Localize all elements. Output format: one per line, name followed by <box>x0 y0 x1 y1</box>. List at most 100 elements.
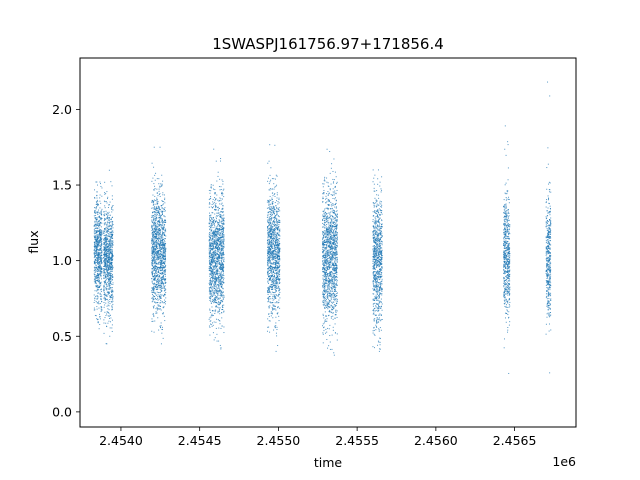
data-point <box>215 198 217 200</box>
data-point <box>212 256 214 258</box>
data-point <box>154 240 156 242</box>
data-point <box>153 146 155 148</box>
data-point <box>94 196 96 198</box>
data-point <box>278 259 280 261</box>
data-point <box>215 221 217 223</box>
data-point <box>274 219 276 221</box>
data-point <box>154 188 156 190</box>
data-point <box>99 269 101 271</box>
data-point <box>154 297 156 299</box>
data-point <box>212 259 214 261</box>
data-point <box>215 236 217 238</box>
data-point <box>100 310 102 312</box>
data-point <box>157 282 159 284</box>
data-point <box>96 206 98 208</box>
data-point <box>218 234 220 236</box>
data-point <box>161 259 163 261</box>
data-point <box>156 211 158 213</box>
data-point <box>218 224 220 226</box>
data-point <box>96 202 98 204</box>
data-point <box>155 219 157 221</box>
data-point <box>212 212 214 214</box>
data-point <box>222 279 224 281</box>
data-point <box>106 245 108 247</box>
data-point <box>219 207 220 209</box>
data-point <box>108 320 110 322</box>
data-point <box>274 224 276 226</box>
data-point <box>158 243 160 245</box>
data-point <box>159 224 161 226</box>
data-point <box>215 248 217 250</box>
data-point <box>100 308 102 310</box>
data-point <box>273 194 275 196</box>
data-point <box>97 268 99 270</box>
data-point <box>111 242 113 244</box>
data-point <box>210 272 212 274</box>
data-point <box>111 211 113 213</box>
data-point <box>214 262 216 264</box>
data-point <box>109 259 111 261</box>
data-point <box>209 242 211 244</box>
data-point <box>103 265 105 267</box>
data-point <box>151 273 153 275</box>
data-point <box>158 220 160 222</box>
data-point <box>94 269 96 271</box>
data-point <box>208 223 210 225</box>
data-point <box>164 294 166 296</box>
data-point <box>103 230 105 232</box>
data-point <box>108 252 110 254</box>
data-point <box>213 294 215 296</box>
data-point <box>107 304 109 306</box>
data-point <box>272 233 274 235</box>
data-point <box>99 223 101 225</box>
data-point <box>95 225 97 227</box>
data-point <box>222 270 224 272</box>
data-point <box>153 189 155 191</box>
data-point <box>96 259 98 261</box>
data-point <box>152 236 153 238</box>
data-point <box>267 246 269 248</box>
data-point <box>267 268 269 270</box>
data-point <box>267 226 269 228</box>
data-point <box>209 216 211 218</box>
data-point <box>155 265 157 267</box>
data-point <box>111 319 113 321</box>
data-point <box>151 301 153 303</box>
data-point <box>106 234 108 236</box>
data-point <box>111 221 113 223</box>
data-point <box>159 228 161 230</box>
data-point <box>213 283 215 285</box>
data-point <box>273 269 275 271</box>
data-point <box>107 243 109 245</box>
data-point <box>155 251 157 253</box>
data-point <box>272 232 274 234</box>
data-point <box>154 292 156 294</box>
data-point <box>104 275 106 277</box>
data-point <box>277 306 279 308</box>
data-point <box>101 301 103 303</box>
data-point <box>103 247 105 249</box>
data-point <box>152 300 154 302</box>
data-point <box>210 302 212 304</box>
data-point <box>217 248 219 250</box>
data-point <box>215 291 217 293</box>
data-point <box>277 233 279 235</box>
data-point <box>156 217 158 219</box>
data-point <box>222 263 224 265</box>
data-point <box>155 248 157 250</box>
data-point <box>157 288 159 290</box>
data-point <box>157 233 159 235</box>
data-point <box>159 282 161 284</box>
data-point <box>109 246 111 248</box>
data-point <box>210 266 212 268</box>
data-point <box>211 289 213 291</box>
data-point <box>271 263 273 265</box>
data-point <box>110 237 112 239</box>
data-point <box>97 254 99 256</box>
data-point <box>100 268 102 270</box>
data-point <box>160 183 162 185</box>
data-point <box>209 281 211 283</box>
data-point <box>112 267 114 269</box>
data-point <box>222 228 224 230</box>
data-point <box>94 243 96 245</box>
